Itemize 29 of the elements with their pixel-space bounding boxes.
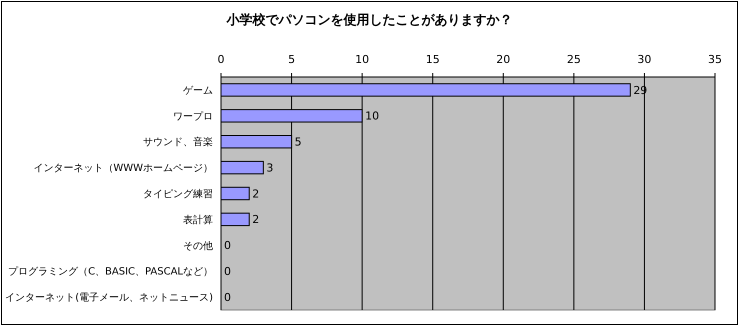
x-tick-label: 10 [355, 53, 370, 66]
y-tick-label: ワープロ [173, 110, 213, 122]
data-label: 3 [266, 161, 274, 174]
chart-title: 小学校でパソコンを使用したことがありますか？ [226, 12, 512, 28]
x-tick-label: 30 [637, 53, 652, 66]
data-label: 5 [294, 136, 302, 149]
y-tick-label: 表計算 [183, 214, 213, 226]
x-tick-label: 25 [566, 53, 581, 66]
y-tick-label: タイピング練習 [143, 188, 213, 200]
bar [220, 160, 264, 174]
data-label: 0 [224, 239, 231, 252]
y-tick-label: サウンド、音楽 [143, 136, 213, 148]
bar [220, 212, 250, 226]
data-label: 0 [224, 290, 231, 304]
data-label: 2 [252, 213, 260, 226]
x-tick-label: 35 [708, 53, 722, 66]
x-tick-label: 0 [218, 53, 224, 66]
y-tick-label: インターネット(電子メール、ネットニュース) [5, 292, 214, 304]
x-tick-label: 5 [288, 53, 296, 66]
y-tick-label: その他 [183, 240, 213, 252]
data-label: 2 [252, 187, 260, 200]
x-tick-label: 15 [426, 53, 440, 66]
data-label: 0 [224, 265, 231, 278]
x-tick-label: 20 [496, 53, 510, 66]
y-tick-label: プログラミング（C、BASIC、PASCALなど） [8, 266, 213, 278]
data-label: 10 [365, 110, 380, 123]
bar [220, 186, 250, 200]
y-tick-label: インターネット（WWWホームページ） [33, 163, 213, 174]
y-tick-label: ゲーム [183, 85, 213, 96]
